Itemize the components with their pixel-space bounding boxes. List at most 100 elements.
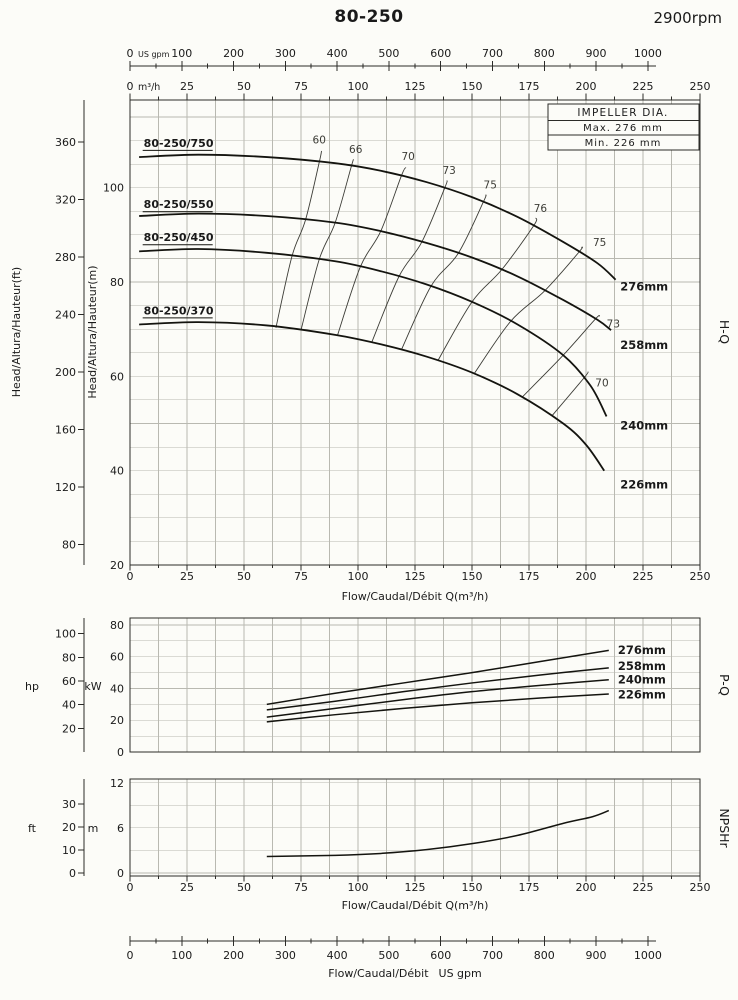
- npsh-xtick-label: 125: [405, 881, 426, 894]
- hq-xtick-label: 25: [180, 570, 194, 583]
- npsh-curve: [266, 809, 610, 858]
- bottom-gpm-axis-tick-label: 800: [534, 949, 555, 962]
- hq-curve-240mm: [139, 248, 608, 417]
- top-m3h-tick-label: 150: [462, 80, 483, 93]
- bottom-gpm-axis-title-text: Flow/Caudal/Débit: [328, 967, 429, 980]
- pq-series-label: 276mm: [618, 643, 666, 657]
- section-label-npsh: NPSHr: [717, 808, 732, 848]
- npsh-yaxis-title-ft: ft: [28, 822, 37, 835]
- hq-xtick-label: 50: [237, 570, 251, 583]
- top-gpm-axis-tick-label: 400: [327, 47, 348, 60]
- pq-curve-226mm: [266, 693, 609, 723]
- bottom-gpm-axis-tick-label: 700: [482, 949, 503, 962]
- hq-ytick-ft: 120: [55, 481, 76, 494]
- hq-xaxis-title: Flow/Caudal/Débit Q(m³/h): [342, 590, 489, 603]
- hq-efficiency-line-70: [551, 371, 589, 417]
- pq-frame: [129, 617, 701, 753]
- hq-impeller-label: 226mm: [620, 477, 668, 491]
- hq-ytick-ft: 320: [55, 193, 76, 206]
- npsh-yaxis-title-m: m: [88, 822, 99, 835]
- pq-series-label: 258mm: [618, 659, 666, 673]
- bottom-gpm-axis-tick-label: 200: [223, 949, 244, 962]
- npsh-ytick-ft: 20: [62, 821, 76, 834]
- top-gpm-axis-tick-label: 600: [430, 47, 451, 60]
- bottom-gpm-axis-tick-label: 600: [430, 949, 451, 962]
- hq-xtick-label: 100: [348, 570, 369, 583]
- bottom-gpm-axis-title: Flow/Caudal/Débit US gpm: [328, 967, 482, 980]
- top-m3h-tick-label: 175: [519, 80, 540, 93]
- npsh-ytick-m: 6: [117, 822, 124, 835]
- pq-yaxis-title-hp: hp: [25, 680, 39, 693]
- hq-curve-276mm: [139, 153, 617, 281]
- top-gpm-axis-tick-label: 500: [378, 47, 399, 60]
- hq-efficiency-line-73: [521, 314, 600, 398]
- npsh-xtick-label: 250: [690, 881, 711, 894]
- hq-ytick-ft: 80: [62, 538, 76, 551]
- hq-efficiency-label: 66: [349, 144, 363, 156]
- top-m3h-tick-label: 75: [294, 80, 308, 93]
- npsh-ytick-m: 12: [110, 777, 124, 790]
- section-label-hq: H-Q: [717, 320, 732, 344]
- top-m3h-tick-label: 0: [127, 80, 134, 93]
- top-gpm-axis-tick-label: 200: [223, 47, 244, 60]
- top-m3h-tick-label: 250: [690, 80, 711, 93]
- hq-series-label: 80-250/750: [144, 137, 214, 150]
- npsh-xtick-label: 75: [294, 881, 308, 894]
- hq-xtick-label: 175: [519, 570, 540, 583]
- pq-ytick-kw: 0: [117, 746, 124, 759]
- pq-ytick-hp: 80: [62, 651, 76, 664]
- npsh-xtick-label: 50: [237, 881, 251, 894]
- top-gpm-axis-tick-label: 700: [482, 47, 503, 60]
- npsh-xtick-label: 150: [462, 881, 483, 894]
- npsh-xaxis-title: Flow/Caudal/Débit Q(m³/h): [342, 899, 489, 912]
- impeller-box-min: Min. 226 mm: [585, 138, 662, 149]
- hq-ytick-m: 80: [110, 276, 124, 289]
- bottom-gpm-axis-tick-label: 400: [327, 949, 348, 962]
- npsh-xtick-label: 0: [127, 881, 134, 894]
- npsh-xtick-label: 100: [348, 881, 369, 894]
- hq-ytick-m: 20: [110, 559, 124, 572]
- npsh-xtick-label: 175: [519, 881, 540, 894]
- hq-series-label: 80-250/550: [144, 198, 214, 211]
- pq-series-label: 240mm: [618, 672, 666, 686]
- hq-efficiency-label: 70: [401, 151, 414, 163]
- npsh-xtick-label: 200: [576, 881, 597, 894]
- hq-curve-226mm: [139, 321, 605, 472]
- pq-ytick-hp: 20: [62, 722, 76, 735]
- pq-ytick-hp: 100: [55, 628, 76, 641]
- top-m3h-tick-label: 225: [633, 80, 654, 93]
- top-m3h-tick-label: 100: [348, 80, 369, 93]
- hq-efficiency-label: 73: [443, 165, 456, 177]
- top-gpm-axis-tick-label: 100: [171, 47, 192, 60]
- hq-efficiency-line-76: [437, 217, 538, 362]
- hq-series-label: 80-250/450: [144, 231, 214, 244]
- top-gpm-axis-tick-label: 0: [127, 47, 134, 60]
- hq-ytick-ft: 280: [55, 251, 76, 264]
- impeller-box-title: IMPELLER DIA.: [577, 107, 668, 119]
- pq-curve-258mm: [266, 667, 609, 711]
- hq-ytick-m: 60: [110, 370, 124, 383]
- bottom-gpm-axis-tick-label: 100: [171, 949, 192, 962]
- top-gpm-axis-tick-label: 1000: [634, 47, 662, 60]
- hq-efficiency-label: 70: [595, 377, 608, 389]
- hq-yaxis-title-ft: Head/Altura/Hauteur(ft): [10, 267, 23, 397]
- hq-curve-258mm: [139, 212, 612, 331]
- pq-yaxis-title-kw: kW: [84, 680, 101, 693]
- npsh-xtick-label: 225: [633, 881, 654, 894]
- pq-ytick-kw: 80: [110, 619, 124, 632]
- hq-xtick-label: 200: [576, 570, 597, 583]
- hq-efficiency-label: 75: [484, 179, 497, 191]
- pq-ytick-kw: 20: [110, 714, 124, 727]
- bottom-gpm-axis-tick-label: 900: [586, 949, 607, 962]
- pq-ytick-hp: 40: [62, 699, 76, 712]
- hq-xtick-label: 150: [462, 570, 483, 583]
- hq-ytick-ft: 360: [55, 136, 76, 149]
- top-gpm-axis-tick-label: 300: [275, 47, 296, 60]
- page-title: 80-250: [334, 7, 404, 27]
- hq-ytick-m: 100: [103, 182, 124, 195]
- hq-ytick-m: 40: [110, 465, 124, 478]
- top-gpm-unit-label: US gpm: [138, 50, 170, 59]
- pq-curve-276mm: [266, 649, 609, 706]
